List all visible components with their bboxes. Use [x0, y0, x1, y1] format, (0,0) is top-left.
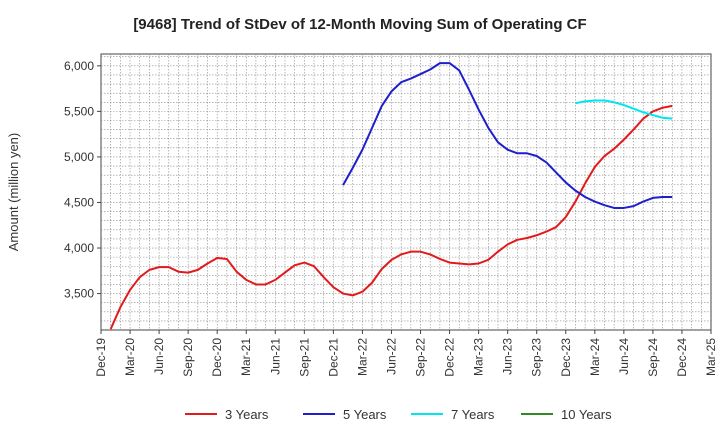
- x-axis-ticks: Dec-19 Mar-20 Jun-20 Sep-20 Dec-20 Mar-21 Jun-…: [94, 330, 718, 377]
- legend-label-3-years: 3 Years: [225, 407, 269, 422]
- x-tick-label: Sep-23: [530, 338, 544, 377]
- legend-label-5-years: 5 Years: [343, 407, 387, 422]
- x-tick-label: Mar-23: [472, 338, 486, 376]
- x-tick-label: Mar-25: [704, 338, 718, 376]
- x-tick-label: Jun-21: [268, 338, 282, 375]
- y-tick-label: 5,500: [64, 104, 94, 118]
- x-tick-label: Mar-22: [355, 338, 369, 376]
- y-tick-label: 3,500: [64, 287, 94, 301]
- x-tick-label: Jun-22: [384, 338, 398, 375]
- x-tick-label: Dec-20: [210, 338, 224, 377]
- legend-label-10-years: 10 Years: [561, 407, 612, 422]
- legend: 3 Years 5 Years 7 Years 10 Years: [185, 407, 612, 422]
- chart-title: [9468] Trend of StDev of 12-Month Moving…: [133, 16, 586, 33]
- x-tick-label: Sep-24: [646, 338, 660, 377]
- legend-label-7-years: 7 Years: [451, 407, 495, 422]
- series-lines: [109, 62, 673, 330]
- x-tick-label: Jun-24: [617, 338, 631, 375]
- x-tick-label: Dec-24: [675, 338, 689, 377]
- plot-area: [100, 53, 712, 331]
- y-tick-label: 6,000: [64, 59, 94, 73]
- y-tick-label: 4,500: [64, 195, 94, 209]
- y-tick-label: 5,000: [64, 150, 94, 164]
- y-tick-label: 4,000: [64, 241, 94, 255]
- x-tick-label: Dec-22: [443, 338, 457, 377]
- x-tick-label: Sep-22: [414, 338, 428, 377]
- series-line-5-years: [342, 62, 673, 209]
- x-tick-label: Mar-20: [123, 338, 137, 376]
- x-tick-label: Dec-19: [94, 338, 108, 377]
- series-line-3-years: [109, 104, 673, 330]
- x-tick-label: Jun-20: [152, 338, 166, 375]
- x-tick-label: Sep-20: [181, 338, 195, 377]
- x-tick-label: Mar-21: [239, 338, 253, 376]
- x-tick-label: Jun-23: [501, 338, 515, 375]
- x-tick-label: Sep-21: [297, 338, 311, 377]
- x-tick-label: Mar-24: [588, 338, 602, 376]
- x-tick-label: Dec-23: [559, 338, 573, 377]
- y-axis-ticks: 3,500 4,000 4,500 5,000 5,500 6,000: [64, 59, 101, 301]
- series-line-7-years: [575, 99, 673, 120]
- y-axis-label: Amount (million yen): [6, 133, 21, 252]
- x-tick-label: Dec-21: [326, 338, 340, 377]
- grid-lines: [101, 54, 711, 330]
